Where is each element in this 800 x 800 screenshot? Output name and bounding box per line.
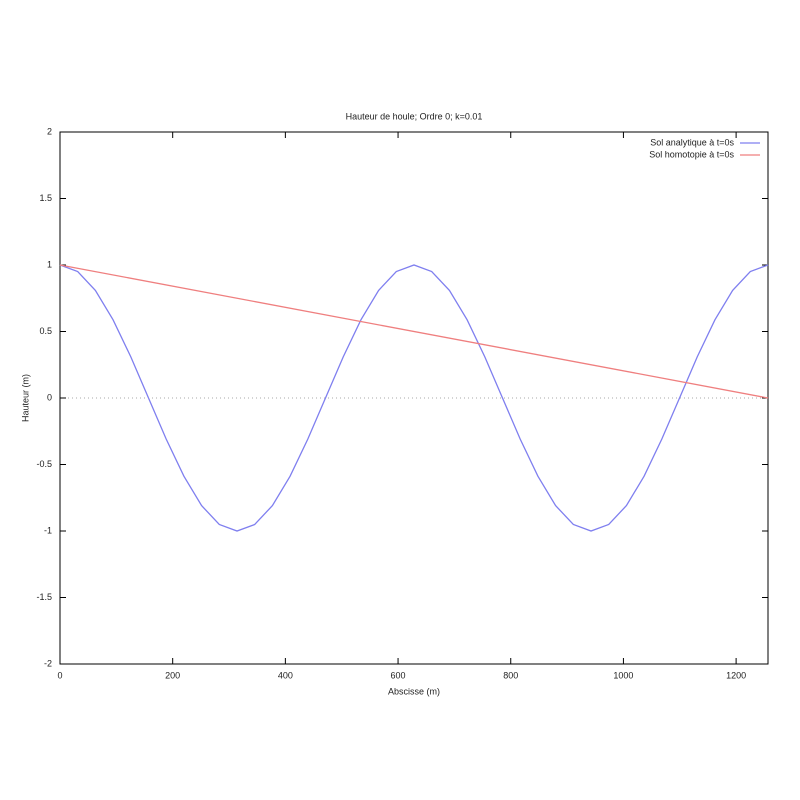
series-line (59, 264, 769, 532)
x-tick-label: 200 (165, 670, 180, 680)
x-tick-label: 800 (503, 670, 518, 680)
y-tick-label: -1 (44, 525, 52, 535)
series-line (59, 264, 769, 399)
x-tick-label: 0 (57, 670, 62, 680)
legend-label: Sol analytique à t=0s (650, 137, 734, 147)
y-tick-label: -1.5 (36, 592, 52, 602)
x-axis-label: Abscisse (m) (388, 686, 440, 696)
x-tick-label: 400 (278, 670, 293, 680)
x-tick-label: 600 (391, 670, 406, 680)
chart-title: Hauteur de houle; Ordre 0; k=0.01 (346, 111, 483, 121)
y-tick-label: 0.5 (39, 326, 52, 336)
x-tick-label: 1000 (613, 670, 633, 680)
y-tick-label: 2 (47, 126, 52, 136)
legend-label: Sol homotopie à t=0s (649, 149, 734, 159)
y-axis-label: Hauteur (m) (20, 374, 30, 422)
y-tick-label: 1 (47, 259, 52, 269)
y-tick-label: 0 (47, 392, 52, 402)
y-tick-label: -0.5 (36, 459, 52, 469)
y-tick-label: -2 (44, 658, 52, 668)
y-tick-label: 1.5 (39, 193, 52, 203)
x-tick-label: 1200 (726, 670, 746, 680)
